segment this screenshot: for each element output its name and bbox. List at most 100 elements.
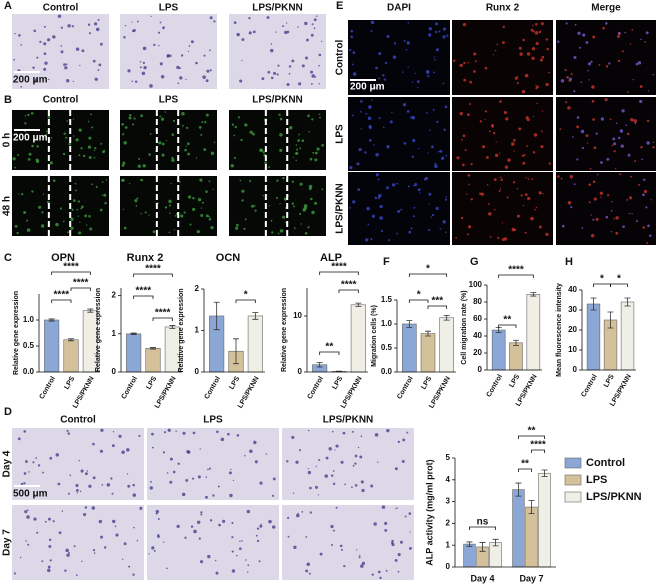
- cell-dot: [416, 80, 420, 84]
- cell-dot: [287, 516, 290, 519]
- cell-dot: [595, 217, 599, 221]
- cell-dot: [227, 432, 230, 436]
- cell-dot: [531, 56, 535, 60]
- cell-dot: [463, 61, 466, 65]
- cell-dot: [32, 461, 35, 464]
- significance-bracket: [408, 273, 448, 277]
- y-tick-label: 2: [446, 519, 451, 528]
- cell-dot: [284, 30, 288, 35]
- cell-dot: [435, 22, 439, 26]
- cell-dot: [185, 78, 187, 81]
- cell-dot: [187, 152, 191, 156]
- cell-dot: [637, 61, 642, 65]
- cell-dot: [538, 225, 542, 229]
- cell-dot: [351, 63, 354, 66]
- cell-dot: [600, 117, 605, 121]
- cell-dot: [425, 176, 429, 180]
- cell-dot: [239, 540, 241, 542]
- cell-dot: [324, 474, 328, 478]
- significance-bracket: [338, 289, 359, 293]
- cell-dot: [101, 194, 104, 196]
- cell-dot: [469, 80, 473, 84]
- cell-dot: [485, 156, 489, 159]
- cell-dot: [453, 59, 456, 62]
- cell-dot: [495, 141, 497, 143]
- cell-dot: [142, 164, 146, 168]
- significance-bracket: [610, 283, 628, 287]
- cell-dot: [276, 73, 279, 76]
- cell-dot: [596, 173, 599, 176]
- cell-dot: [375, 173, 379, 177]
- cell-dot: [205, 113, 209, 117]
- cell-dot: [295, 460, 299, 464]
- cell-dot: [545, 82, 549, 87]
- cell-dot: [378, 117, 381, 120]
- cell-dot: [428, 33, 432, 37]
- cell-dot: [622, 225, 625, 229]
- cell-dot: [402, 71, 404, 73]
- cell-dot: [208, 467, 211, 470]
- cell-dot: [396, 232, 398, 235]
- cell-dot: [181, 112, 185, 116]
- cell-dot: [241, 199, 244, 202]
- cell-dot: [298, 82, 302, 86]
- cell-dot: [35, 77, 38, 80]
- cell-dot: [304, 232, 308, 235]
- cell-dot: [557, 40, 560, 43]
- y-tick-label: 0.5: [23, 341, 35, 350]
- cell-dot: [625, 124, 628, 127]
- error-bar: [425, 330, 431, 337]
- cell-dot: [396, 507, 398, 509]
- cell-dot: [201, 121, 204, 124]
- cell-dot: [165, 139, 168, 142]
- cell-dot: [282, 25, 285, 28]
- cell-dot: [582, 33, 586, 37]
- cell-dot: [279, 117, 283, 121]
- cell-dot: [26, 515, 30, 519]
- cell-dot: [352, 430, 354, 433]
- cell-dot: [409, 531, 411, 533]
- cell-dot: [185, 145, 187, 147]
- cell-dot: [320, 40, 323, 43]
- cell-dot: [630, 175, 633, 178]
- cell-dot: [235, 226, 239, 230]
- cell-dot: [598, 63, 601, 66]
- cell-dot: [110, 477, 113, 480]
- cell-dot: [373, 86, 377, 90]
- cell-dot: [215, 571, 219, 575]
- cell-dot: [39, 40, 42, 43]
- cell-dot: [184, 536, 187, 539]
- cell-dot: [26, 219, 29, 222]
- cell-dot: [42, 193, 45, 195]
- cell-dot: [203, 54, 206, 57]
- cell-dot: [98, 519, 103, 524]
- cell-dot: [220, 437, 225, 442]
- cell-dot: [166, 567, 168, 570]
- cell-dot: [69, 474, 72, 477]
- cell-dot: [246, 509, 250, 514]
- cell-dot: [313, 18, 317, 22]
- cell-dot: [484, 110, 488, 113]
- cell-dot: [404, 515, 407, 518]
- cell-dot: [526, 52, 531, 56]
- cell-dot: [609, 118, 612, 121]
- cell-dot: [85, 224, 88, 226]
- cell-dot: [503, 111, 507, 115]
- cell-dot: [467, 225, 472, 229]
- cell-dot: [230, 468, 232, 471]
- cell-dot: [365, 238, 369, 242]
- error-bar: [513, 339, 519, 346]
- panel-letter: F: [383, 256, 390, 268]
- cell-dot: [47, 38, 51, 42]
- cell-dot: [307, 470, 312, 475]
- cell-dot: [391, 183, 396, 187]
- cell-dot: [479, 192, 482, 195]
- cell-dot: [406, 41, 410, 45]
- cell-dot: [462, 134, 466, 138]
- cell-dot: [143, 66, 147, 70]
- cell-dot: [335, 506, 338, 509]
- cell-dot: [351, 114, 354, 117]
- chart-title: Runx 2: [127, 252, 164, 264]
- cell-dot: [349, 166, 353, 170]
- cell-dot: [231, 123, 235, 126]
